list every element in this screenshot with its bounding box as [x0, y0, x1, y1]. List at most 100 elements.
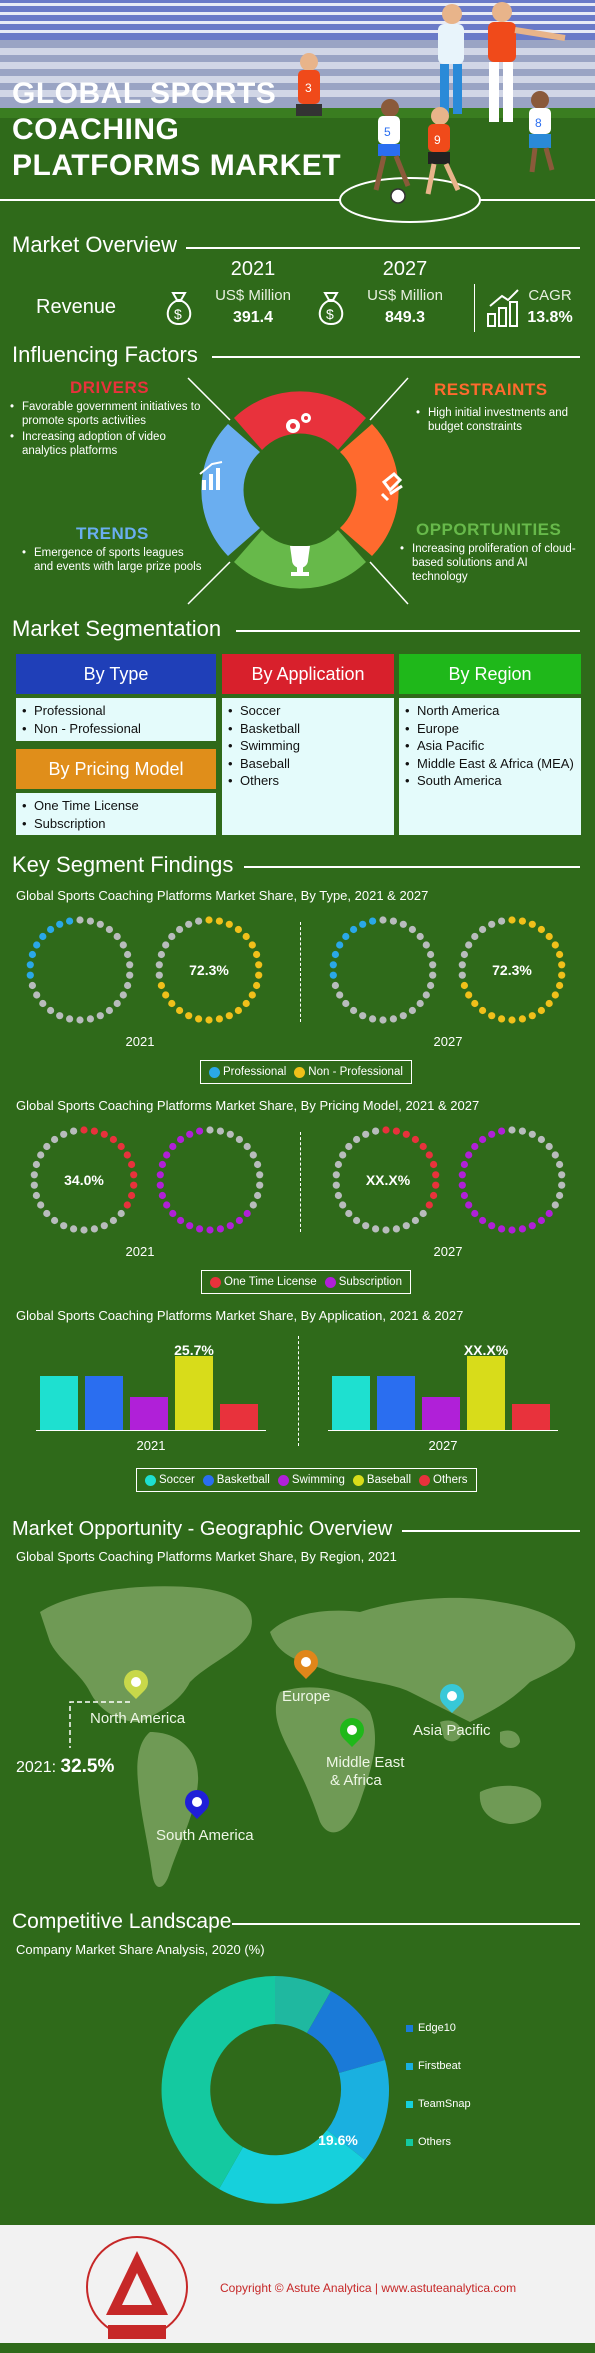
donut-dot	[551, 941, 559, 949]
donut-dot	[256, 1181, 264, 1189]
donut-dot	[158, 1191, 166, 1200]
donut-dot	[109, 1216, 117, 1225]
money-bag-icon: $	[318, 292, 344, 326]
donut-dot	[123, 1151, 131, 1159]
type-chart-title: Global Sports Coaching Platforms Market …	[16, 888, 429, 903]
donut-dot	[342, 999, 350, 1008]
bottom-strip	[0, 2343, 595, 2353]
dashed-divider	[300, 1132, 301, 1232]
donut-dot	[422, 991, 430, 999]
donut-dot	[479, 1216, 487, 1225]
donut-dot	[176, 1006, 184, 1015]
donut-dot	[422, 941, 430, 949]
trends-list: Emergence of sports leagues and events w…	[22, 546, 202, 576]
growth-chart-icon	[487, 289, 519, 327]
donut-dot	[399, 1012, 407, 1020]
legend-item: TeamSnap	[406, 2098, 471, 2110]
year-label: 2021	[125, 1244, 155, 1259]
coach-figure	[488, 2, 566, 122]
footer: Copyright © Astute Analytica | www.astut…	[0, 2225, 595, 2353]
coach-figure	[438, 4, 464, 114]
by-region-box: North America Europe Asia Pacific Middle…	[399, 698, 581, 835]
segment-item: Soccer	[226, 702, 394, 720]
donut-dot	[117, 1209, 125, 1218]
donut-dot	[427, 950, 435, 959]
legend-swatch	[210, 1276, 221, 1288]
donut-dot	[558, 961, 566, 969]
australia-shape	[479, 1785, 542, 1824]
drivers-list: Favorable government initiatives to prom…	[10, 400, 210, 460]
donut-dot	[537, 1135, 546, 1144]
donut-dot	[411, 1135, 419, 1144]
donut-dot	[359, 1012, 367, 1020]
donut-dot	[86, 917, 94, 925]
donut-dot	[80, 1226, 88, 1234]
section-divider	[212, 356, 580, 358]
donut-dot	[508, 916, 516, 924]
north-america-shape	[40, 1586, 252, 1722]
connector-line	[369, 561, 409, 605]
section-title-geo: Market Opportunity - Geographic Overview	[12, 1518, 393, 1540]
donut-dot	[234, 1006, 242, 1015]
donut-dot	[488, 1222, 496, 1230]
donut-dot	[339, 1151, 347, 1159]
segment-item: One Time License	[20, 797, 216, 815]
bar-others-2027	[512, 1404, 550, 1430]
donut-dot	[362, 1222, 370, 1230]
south-america-shape	[137, 1732, 199, 1887]
donut-dot	[56, 920, 64, 928]
donut-dot	[465, 1151, 473, 1159]
legend-item: Edge10	[406, 2022, 456, 2034]
donut-dot	[331, 981, 339, 990]
donut-dot	[76, 916, 84, 924]
eurasia-shape	[270, 1597, 576, 1722]
donut-dot	[47, 925, 55, 934]
donut-dot	[253, 950, 261, 959]
donut-dot	[195, 917, 203, 925]
donut-dot	[168, 932, 176, 941]
legend-label: One Time License	[224, 1276, 317, 1288]
legend-label: Baseball	[366, 1474, 412, 1486]
donut-dot	[60, 1222, 68, 1230]
donut-dot	[100, 1130, 108, 1138]
donut-dot	[47, 1006, 55, 1015]
donut-dot	[479, 925, 487, 934]
donut-dot	[185, 1012, 193, 1020]
restraints-heading: RESTRAINTS	[434, 380, 548, 399]
section-title-findings: Key Segment Findings	[12, 852, 234, 877]
donut-dot	[551, 1201, 559, 1209]
donut-dot	[369, 917, 377, 925]
legend-label: Edge10	[418, 2022, 456, 2034]
donut-dot	[26, 971, 34, 979]
legend-label: Subscription	[338, 1276, 402, 1288]
by-type-box: Professional Non - Professional	[16, 698, 216, 741]
drivers-segment	[234, 391, 366, 450]
donut-dot	[169, 1142, 177, 1151]
legend-label: Swimming	[291, 1474, 345, 1486]
title-line: GLOBAL SPORTS	[12, 77, 277, 110]
donut-dot	[43, 1209, 51, 1218]
donut-dot	[465, 1201, 473, 1209]
opportunities-list: Increasing proliferation of cloud-based …	[400, 542, 585, 586]
pricing-2021-value: 34.0%	[64, 1172, 104, 1188]
legend-item: One Time License	[210, 1276, 317, 1288]
restraints-list: High initial investments and budget cons…	[416, 406, 586, 436]
na-share-year: 2021:	[16, 1759, 57, 1776]
year-label: 2021	[125, 1034, 155, 1049]
donut-dot	[186, 1130, 194, 1138]
donut-dot	[216, 1225, 224, 1233]
legend-swatch	[277, 1474, 289, 1486]
donut-dot	[162, 991, 170, 999]
by-application-box: Soccer Basketball Swimming Baseball Othe…	[222, 698, 394, 835]
donut-dot	[545, 1142, 553, 1151]
donut-dot	[226, 1222, 234, 1230]
handshake-icon	[380, 471, 403, 502]
donut-dot	[545, 932, 553, 941]
donut-dot	[471, 932, 479, 941]
donut-dot	[155, 971, 163, 979]
legend-item: Non - Professional	[294, 1066, 403, 1078]
donut-dot	[416, 932, 424, 941]
connector-line	[369, 377, 409, 421]
segment-item: Swimming	[226, 737, 394, 755]
donut-dot	[33, 941, 41, 949]
